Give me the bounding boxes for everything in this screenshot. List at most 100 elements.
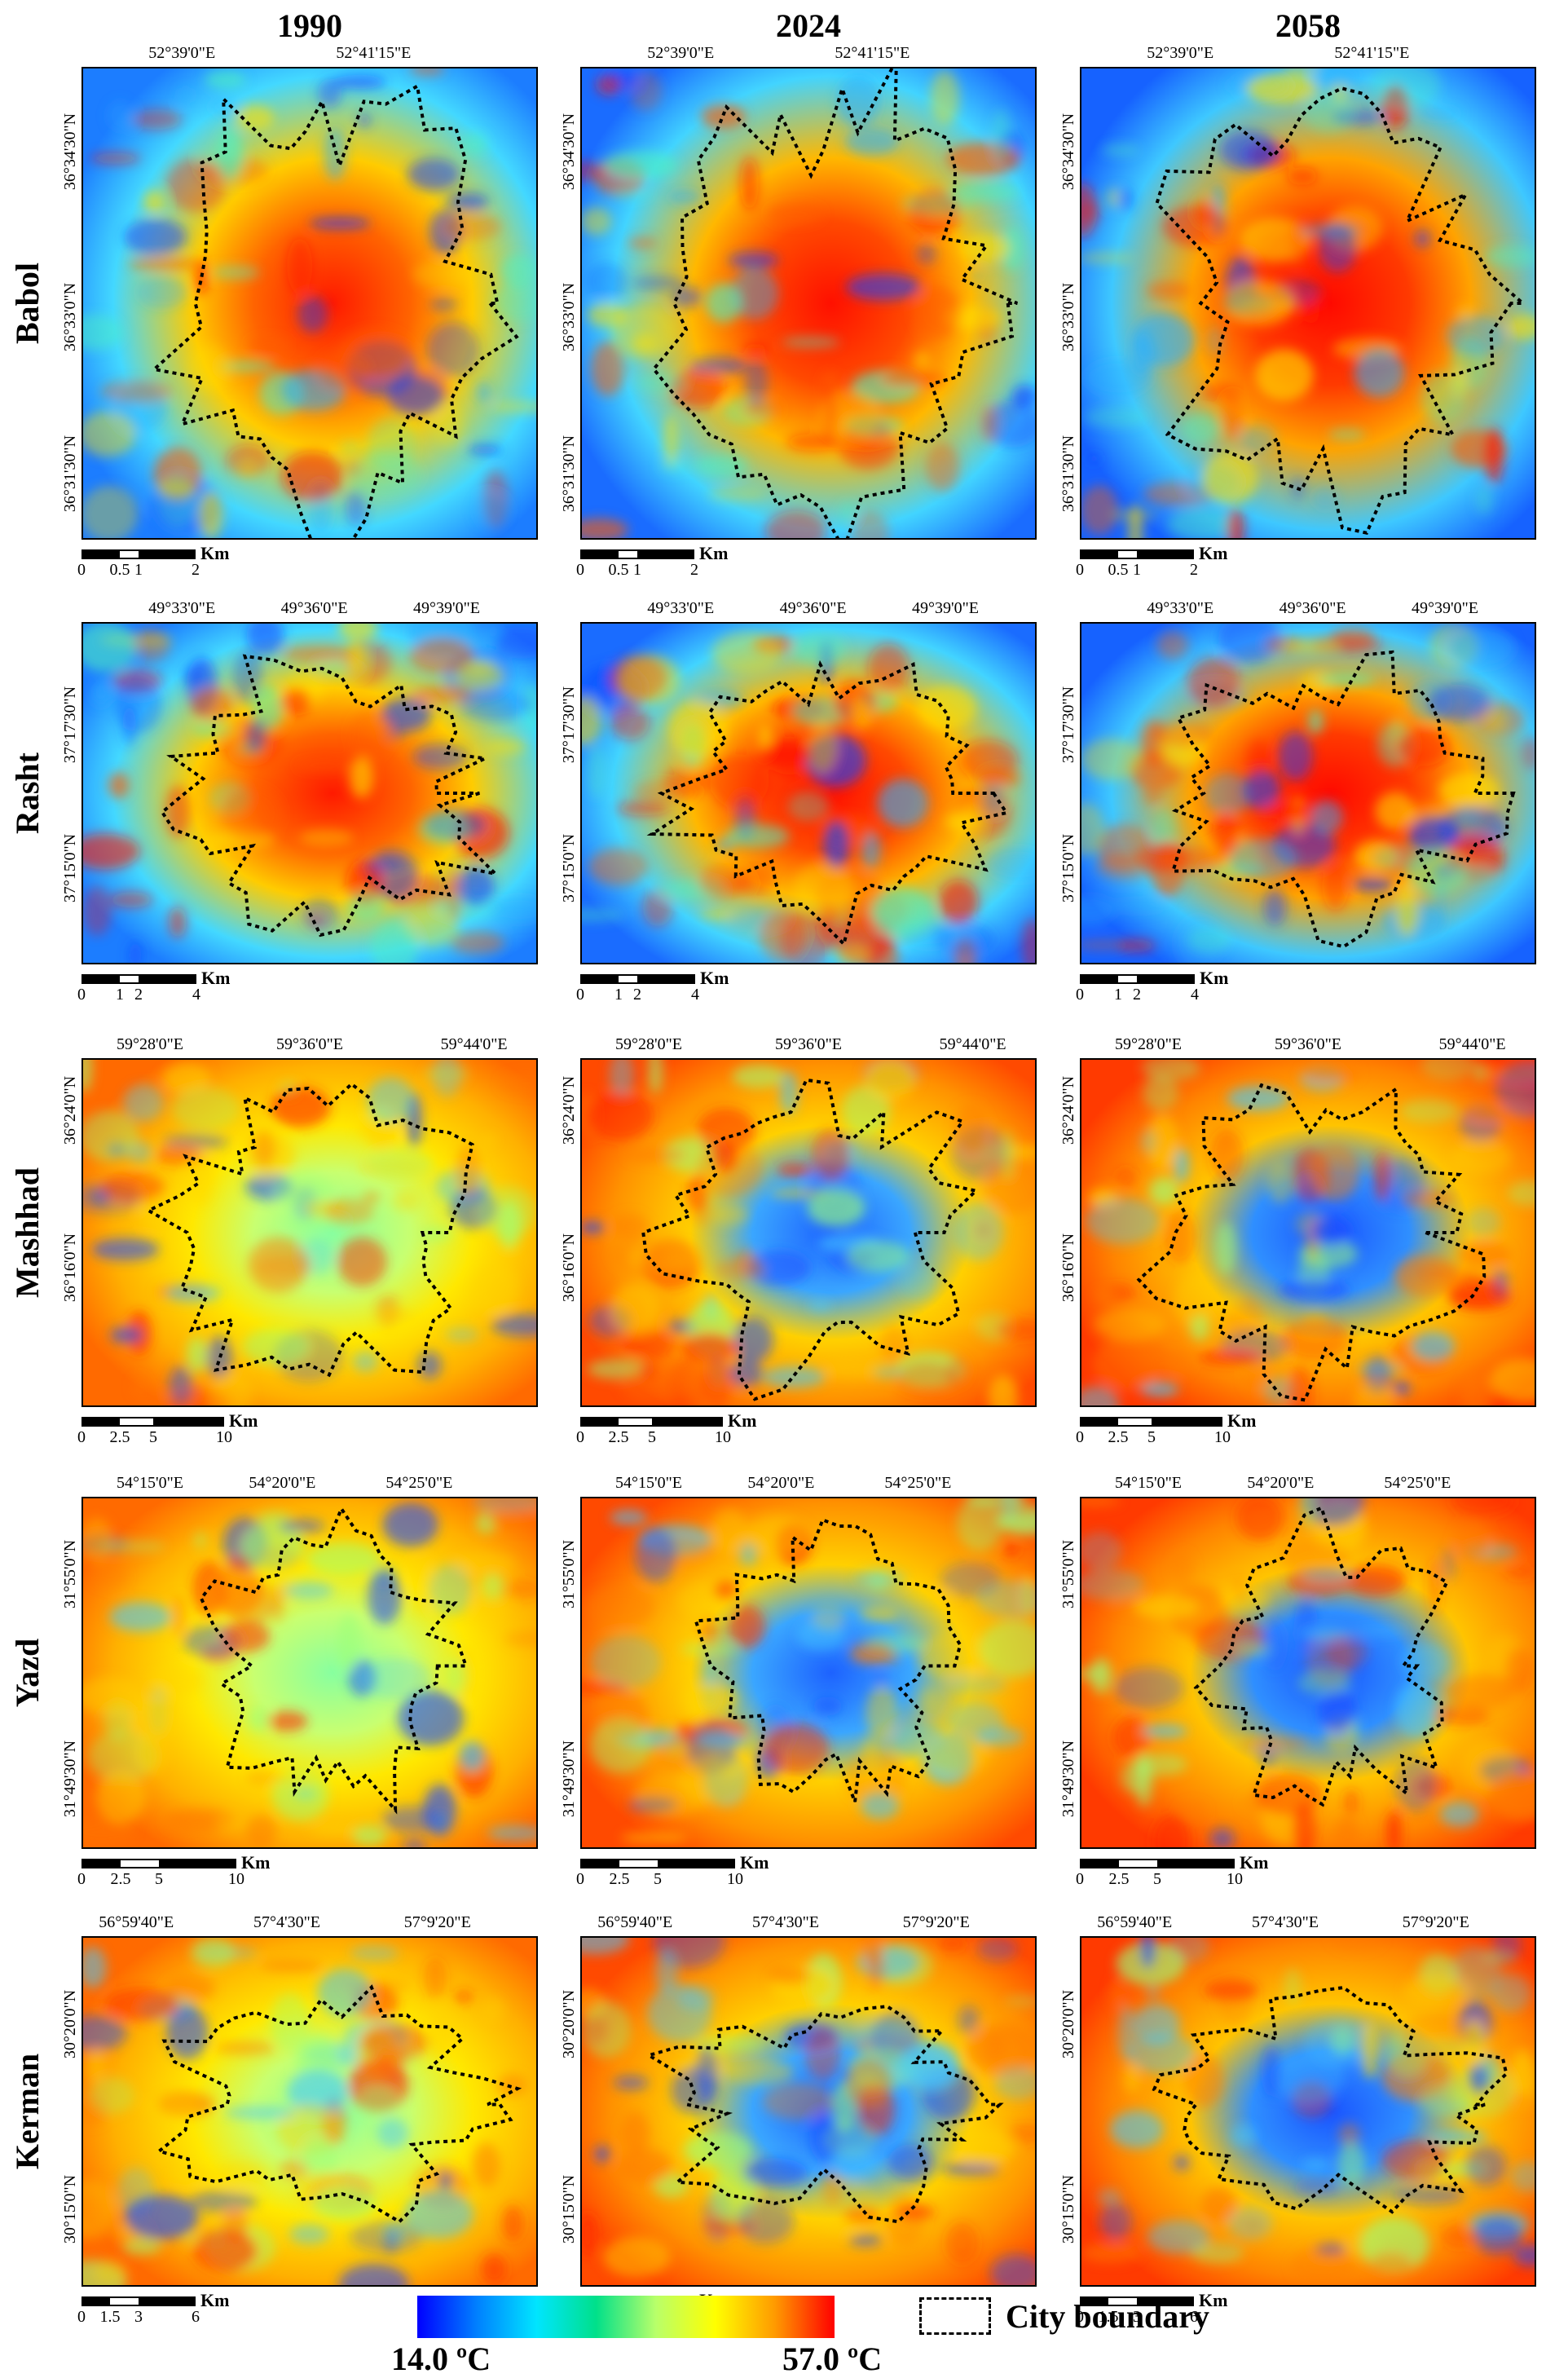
scale-label: 4 (691, 986, 699, 1004)
scale-unit: Km (200, 543, 230, 563)
scale-bar-segment (120, 1418, 153, 1425)
latitude-label: 37°17'30"N (1059, 686, 1077, 764)
scale-bar-segment (1152, 1418, 1222, 1425)
scale-label: 2 (1190, 561, 1198, 579)
latitude-label: 30°15'0"N (61, 2175, 79, 2244)
longitude-label: 54°15'0"E (117, 1474, 183, 1492)
longitude-label: 59°44'0"E (939, 1035, 1006, 1053)
lst-map-rasht-2024 (580, 622, 1037, 964)
longitude-label: 52°41'15"E (835, 44, 910, 62)
scale-bar-segment (81, 976, 120, 982)
scale-bar-segment (81, 551, 120, 558)
scale-label: 1 (614, 986, 623, 1004)
scale-bar-segment (658, 1860, 735, 1867)
latitude-label: 31°55'0"N (560, 1539, 578, 1609)
longitude-label: 59°44'0"E (1438, 1035, 1506, 1053)
latitude-label: 31°49'30"N (560, 1740, 578, 1817)
city-boundary-line (1136, 1083, 1487, 1402)
longitude-label: 54°20'0"E (249, 1474, 316, 1492)
city-boundary-swatch (919, 2297, 991, 2335)
lst-map-yazd-2058 (1080, 1497, 1536, 1849)
scale-bar-segment (1108, 2298, 1137, 2305)
scale-unit: Km (229, 1410, 258, 1431)
longitude-label: 54°25'0"E (1384, 1474, 1451, 1492)
scale-bar (81, 2296, 196, 2306)
longitude-label: 59°28'0"E (1115, 1035, 1182, 1053)
scale-label: 1.5 (1098, 2308, 1119, 2326)
latitude-label: 36°24'0"N (560, 1076, 578, 1145)
scale-label: 1 (633, 561, 641, 579)
scale-label: 4 (1191, 986, 1199, 1004)
longitude-label: 54°15'0"E (1115, 1474, 1182, 1492)
scale-bar-segment (1137, 2298, 1194, 2305)
scale-unit: Km (1200, 968, 1229, 988)
scale-bar-segment (81, 1418, 120, 1425)
longitude-label: 57°4'30"E (253, 1913, 320, 1931)
lst-map-babol-2058 (1080, 67, 1536, 540)
scale-bar-segment (139, 551, 196, 558)
scale-label: 2.5 (109, 1428, 130, 1446)
city-label: Rasht (9, 752, 46, 835)
longitude-label: 49°33'0"E (1147, 599, 1214, 617)
latitude-label: 36°24'0"N (1059, 1076, 1077, 1145)
longitude-label: 49°36'0"E (779, 599, 847, 617)
scale-label: 5 (155, 1870, 163, 1888)
latitude-label: 37°15'0"N (560, 834, 578, 903)
scale-label: 10 (715, 1428, 731, 1446)
lst-map-babol-2024 (580, 67, 1037, 540)
longitude-label: 54°20'0"E (747, 1474, 815, 1492)
latitude-label: 36°16'0"N (1059, 1233, 1077, 1302)
scale-bar-segment (120, 976, 139, 982)
scale-bar-segment (637, 551, 694, 558)
scale-unit: Km (1240, 1852, 1269, 1873)
scale-bar (1080, 974, 1195, 984)
latitude-label: 36°24'0"N (61, 1076, 79, 1145)
scale-label: 0 (77, 1870, 86, 1888)
latitude-label: 36°34'30"N (560, 113, 578, 191)
scale-unit: Km (1227, 1410, 1257, 1431)
scale-label: 1.5 (99, 2308, 121, 2326)
scale-bar (580, 1859, 735, 1868)
scale-bar-segment (139, 2298, 196, 2305)
scale-label: 0 (1076, 561, 1084, 579)
city-boundary-label: City boundary (1006, 2298, 1210, 2335)
scale-bar (81, 1859, 236, 1868)
lst-map-kerman-1990 (81, 1936, 538, 2287)
scale-bar-segment (153, 1418, 224, 1425)
scale-label: 2.5 (1108, 1428, 1129, 1446)
scale-unit: Km (201, 968, 231, 988)
lst-map-kerman-2024 (580, 1936, 1037, 2287)
scale-bar-segment (619, 1418, 652, 1425)
scale-label: 6 (1190, 2308, 1198, 2326)
scale-label: 0 (77, 2308, 86, 2326)
longitude-label: 49°39'0"E (1412, 599, 1478, 617)
longitude-label: 54°25'0"E (884, 1474, 952, 1492)
latitude-label: 36°33'0"N (560, 283, 578, 352)
year-header: 2024 (776, 7, 841, 44)
longitude-label: 57°4'30"E (1252, 1913, 1319, 1931)
lst-map-mashhad-2058 (1080, 1058, 1536, 1407)
year-header: 2058 (1275, 7, 1341, 44)
lst-map-mashhad-1990 (81, 1058, 538, 1407)
scale-bar-segment (1080, 976, 1118, 982)
scale-bar (580, 549, 694, 559)
latitude-label: 36°31'30"N (1059, 435, 1077, 512)
scale-bar-segment (120, 551, 139, 558)
latitude-label: 36°31'30"N (61, 435, 79, 512)
scale-bar-segment (159, 1860, 236, 1867)
scale-label: 2 (633, 986, 641, 1004)
scale-label: 3 (134, 2308, 143, 2326)
latitude-label: 30°20'0"N (61, 1989, 79, 2058)
lst-map-rasht-2058 (1080, 622, 1536, 964)
scale-label: 2 (192, 561, 200, 579)
city-boundary-line (646, 660, 1010, 947)
colorbar-min-label: 14.0 ºC (391, 2340, 491, 2377)
latitude-label: 31°55'0"N (61, 1539, 79, 1609)
scale-bar-segment (81, 2298, 110, 2305)
scale-label: 2 (690, 561, 698, 579)
longitude-label: 59°36'0"E (775, 1035, 842, 1053)
scale-unit: Km (200, 2290, 230, 2310)
longitude-label: 49°33'0"E (148, 599, 216, 617)
lst-map-rasht-1990 (81, 622, 538, 964)
scale-unit: Km (1199, 543, 1228, 563)
